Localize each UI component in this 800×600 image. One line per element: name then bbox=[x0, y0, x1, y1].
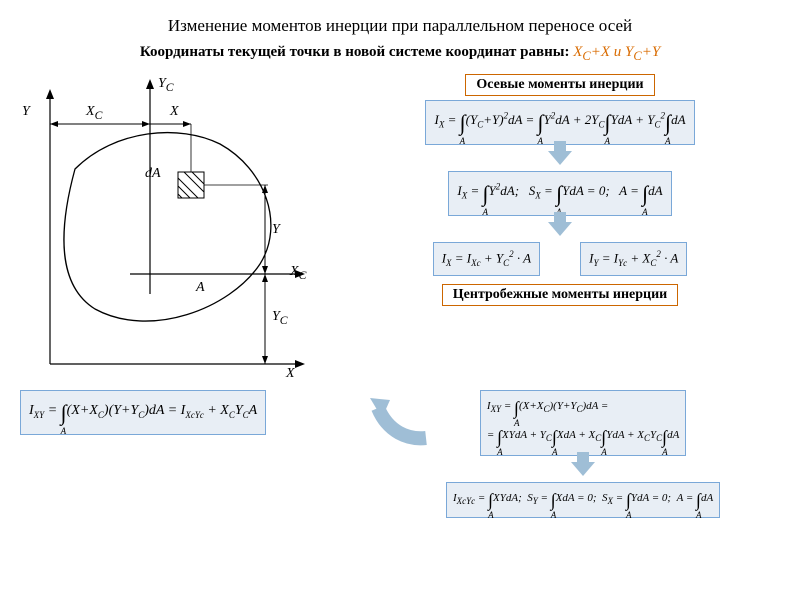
curved-arrow-wrap bbox=[368, 390, 438, 451]
label-A: A bbox=[196, 280, 205, 296]
eq-ixcyc: IXcYc = ∫XYdA; SY = ∫XdA = 0; SX = ∫YdA … bbox=[446, 482, 720, 519]
right-column: Осевые моменты инерции IX = ∫(YC+Y)2dA =… bbox=[340, 74, 780, 384]
label-Y-dim: Y bbox=[272, 222, 280, 238]
subtitle-prefix: Координаты текущей точки в новой системе… bbox=[140, 44, 573, 60]
page-title: Изменение моментов инерции при параллель… bbox=[20, 16, 780, 36]
label-X-axis: X bbox=[286, 366, 295, 382]
content: Y YC XC X dA Y XC A YC X Осевые моменты … bbox=[20, 74, 780, 384]
subtitle: Координаты текущей точки в новой системе… bbox=[20, 44, 780, 64]
label-Xc-dim: XC bbox=[86, 104, 102, 122]
eq-ixy-expand: IXY = ∫(X+XC)(Y+YC)dA = = ∫XYdA + YC∫XdA… bbox=[480, 390, 686, 456]
coordinate-diagram: Y YC XC X dA Y XC A YC X bbox=[20, 74, 320, 384]
arrow-down-icon bbox=[571, 462, 595, 476]
label-Yc-dim: YC bbox=[272, 309, 288, 327]
section-centrifugal-title: Центробежные моменты инерции bbox=[442, 284, 678, 306]
arrow-down-icon bbox=[548, 222, 572, 236]
curved-arrow-icon bbox=[368, 390, 438, 446]
eq-ix-simplify: IX = ∫Y2dA; SX = ∫YdA = 0; A = ∫dA bbox=[448, 171, 671, 216]
eq-ix-final: IX = IXc + YC2 · A bbox=[433, 242, 540, 275]
left-column: Y YC XC X dA Y XC A YC X bbox=[20, 74, 330, 384]
eq-final-row: IX = IXc + YC2 · A IY = IYc + XC2 · A bbox=[433, 242, 688, 275]
bottom-left-col: IXY = ∫(X+XC)(Y+YC)dA = IXcYc + XCYCA bbox=[20, 390, 360, 435]
label-Yc-axis: YC bbox=[158, 76, 174, 94]
eq-ix-expand: IX = ∫(YC+Y)2dA = ∫Y2dA + 2YC∫YdA + YC2∫… bbox=[425, 100, 694, 145]
label-dA: dA bbox=[145, 166, 161, 182]
bottom-right-col: IXY = ∫(X+XC)(Y+YC)dA = = ∫XYdA + YC∫XdA… bbox=[446, 390, 720, 518]
bottom-row: IXY = ∫(X+XC)(Y+YC)dA = IXcYc + XCYCA IX… bbox=[20, 390, 780, 518]
label-X-dim: X bbox=[170, 104, 179, 120]
label-Xc-axis: XC bbox=[290, 264, 306, 282]
subtitle-coords: XC+X и YC+Y bbox=[573, 44, 660, 60]
label-Y: Y bbox=[22, 104, 30, 120]
eq-iy-final: IY = IYc + XC2 · A bbox=[580, 242, 687, 275]
arrow-down-icon bbox=[548, 151, 572, 165]
section-axial-title: Осевые моменты инерции bbox=[465, 74, 654, 96]
eq-ixy-final: IXY = ∫(X+XC)(Y+YC)dA = IXcYc + XCYCA bbox=[20, 390, 266, 435]
